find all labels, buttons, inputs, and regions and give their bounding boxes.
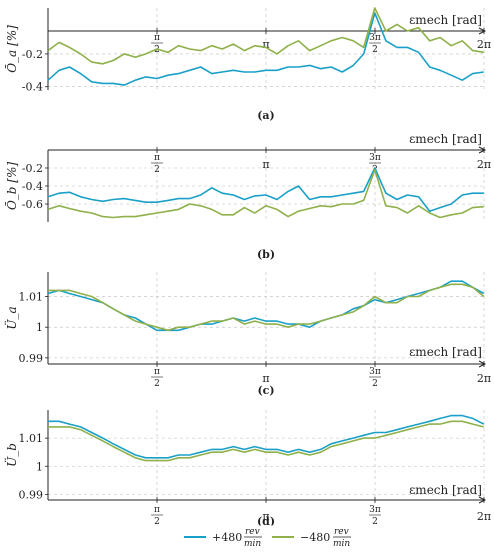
series-line-2 [47,169,484,219]
legend-label-series2: −480 [300,531,330,544]
x-axis-arrow [478,360,487,368]
y-tick-label-1: -0.2 [22,48,43,61]
series-line-1 [48,414,485,459]
x-tick-label-den-1: 2 [154,165,160,175]
x-axis-label: εmech [rad] [409,483,482,497]
x-tick-label-num-3: 3π [369,153,381,163]
y-axis-label: Ō_b [%] [4,162,19,210]
x-tick-label-num-3: 3π [369,367,381,377]
x-tick-label-num-3: 3π [369,505,381,515]
y-tick-label-3: -0.6 [22,198,43,211]
legend-unit-den-series1: min [244,539,261,549]
x-tick-label-4: 2π [477,372,491,385]
series-line-2 [48,420,484,462]
x-tick-label-num-1: π [154,505,160,515]
y-axis-label: Ü_a [3,306,19,329]
y-tick-label-3: 0.99 [19,488,44,501]
x-tick-label-den-3: 2 [372,45,378,55]
legend-unit-num-series2: rev [334,527,349,537]
legend-label-series1: +480 [212,531,242,544]
x-tick-label-num-3: 3π [369,33,381,43]
x-tick-label-num-1: π [154,33,160,43]
y-axis-label: Ō_a [%] [4,25,19,73]
legend-frame [175,525,357,549]
x-tick-label-den-1: 2 [154,517,160,527]
x-tick-label-den-1: 2 [154,379,160,389]
x-tick-label-2: π [262,158,269,171]
x-tick-label-num-1: π [154,367,160,377]
y-tick-label-2: 1 [36,321,43,334]
x-tick-label-4: 2π [477,510,491,523]
series-line-1 [47,12,484,86]
x-tick-label-den-3: 2 [372,517,378,527]
x-axis-label: εmech [rad] [409,132,482,146]
x-tick-label-2: π [262,372,269,385]
y-tick-label-1: 1.01 [19,432,44,445]
x-tick-label-4: 2π [477,158,491,171]
series-line-2 [48,283,485,332]
x-tick-label-den-3: 2 [372,379,378,389]
x-axis-label: εmech [rad] [409,13,482,27]
x-tick-label-num-1: π [154,153,160,163]
legend-unit-num-series1: rev [245,527,260,537]
y-tick-label-2: -0.4 [22,180,43,193]
y-tick-label-1: 1.01 [19,291,44,304]
panel-caption: (c) [257,384,274,397]
series-line-1 [47,167,484,212]
x-axis-arrow [478,496,487,504]
panel-caption: (a) [257,109,275,122]
series-line-2 [47,7,484,65]
x-tick-label-2: π [262,38,269,51]
y-tick-label-1: -0.2 [22,162,43,175]
panel-caption: (d) [257,515,275,528]
x-tick-label-den-1: 2 [154,45,160,55]
x-tick-label-2: π [262,510,269,523]
x-axis-label: εmech [rad] [409,345,482,359]
legend-unit-den-series2: min [333,539,350,549]
x-tick-label-4: 2π [477,38,491,51]
y-tick-label-3: 0.99 [19,352,44,365]
legend: +480 rev min −480 rev min [175,525,357,549]
x-axis-arrow [478,27,487,35]
y-tick-label-2: 1 [36,460,43,473]
y-tick-label-2: -0.4 [22,81,43,94]
x-axis-arrow [478,146,487,154]
panel-caption: (b) [257,248,275,261]
y-axis-label: Ü_b [3,443,19,467]
